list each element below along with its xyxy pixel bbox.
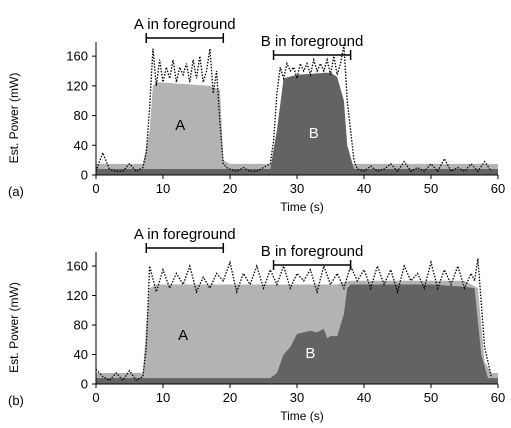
x-axis-label: Time (s) bbox=[280, 409, 324, 423]
series-B-area bbox=[96, 72, 498, 175]
y-tick-label: 40 bbox=[74, 138, 88, 153]
series-group bbox=[96, 72, 498, 175]
annotation-label: A in foreground bbox=[134, 16, 236, 33]
series-A-area bbox=[96, 82, 498, 175]
x-tick-label: 50 bbox=[424, 390, 438, 405]
x-tick-label: 20 bbox=[223, 181, 237, 196]
annotation-1: B in foreground bbox=[261, 33, 364, 60]
series-B-label: B bbox=[305, 345, 315, 362]
x-tick-label: 0 bbox=[92, 390, 99, 405]
x-tick-label: 20 bbox=[223, 390, 237, 405]
y-tick-label: 160 bbox=[66, 259, 88, 274]
panel-label: (b) bbox=[8, 393, 24, 408]
x-tick-label: 30 bbox=[290, 181, 304, 196]
series-B-area bbox=[96, 284, 498, 384]
x-tick-label: 10 bbox=[156, 390, 170, 405]
annotation-label: B in foreground bbox=[261, 243, 364, 260]
annotation-label: A in foreground bbox=[134, 226, 236, 243]
y-tick-label: 40 bbox=[74, 347, 88, 362]
x-tick-label: 40 bbox=[357, 181, 371, 196]
series-B-label: B bbox=[309, 125, 319, 142]
x-tick-label: 60 bbox=[491, 181, 505, 196]
total-power-line bbox=[95, 44, 492, 173]
panel-0: 0 10 20 30 40 50 60 0 40 80 120 160 Time (s) Est. Pow… bbox=[7, 16, 505, 214]
series-A-label: A bbox=[178, 327, 188, 344]
annotation-0: A in foreground bbox=[134, 16, 236, 43]
y-tick-label: 120 bbox=[66, 78, 88, 93]
x-tick-label: 40 bbox=[357, 390, 371, 405]
y-tick-label: 160 bbox=[66, 49, 88, 64]
panel-label: (a) bbox=[8, 184, 24, 199]
panel-1: 0 10 20 30 40 50 60 0 40 80 120 160 Time (s) Est. Pow… bbox=[7, 226, 505, 423]
y-tick-label: 0 bbox=[81, 377, 88, 392]
x-tick-label: 10 bbox=[156, 181, 170, 196]
total-power-line bbox=[95, 258, 492, 382]
x-tick-label: 60 bbox=[491, 390, 505, 405]
x-tick-label: 50 bbox=[424, 181, 438, 196]
y-tick-label: 80 bbox=[74, 318, 88, 333]
x-tick-label: 30 bbox=[290, 390, 304, 405]
y-tick-label: 80 bbox=[74, 108, 88, 123]
series-A-label: A bbox=[175, 117, 185, 134]
y-axis-label: Est. Power (mW) bbox=[7, 73, 21, 164]
annotation-0: A in foreground bbox=[134, 226, 236, 253]
x-tick-label: 0 bbox=[92, 181, 99, 196]
y-tick-label: 120 bbox=[66, 288, 88, 303]
y-tick-label: 0 bbox=[81, 168, 88, 183]
y-axis-label: Est. Power (mW) bbox=[7, 282, 21, 373]
annotation-label: B in foreground bbox=[261, 33, 364, 50]
x-axis-label: Time (s) bbox=[280, 200, 324, 214]
series-group bbox=[96, 280, 498, 384]
annotation-1: B in foreground bbox=[261, 243, 364, 270]
